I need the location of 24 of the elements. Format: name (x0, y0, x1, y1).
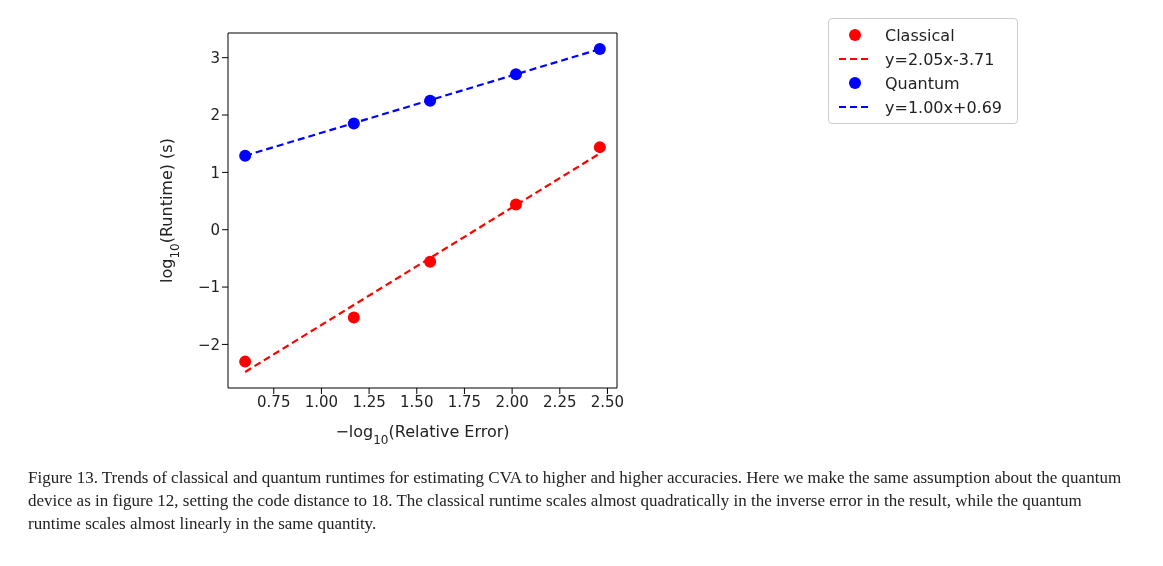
legend-label: y=1.00x+0.69 (885, 97, 1002, 117)
caption: Figure 13. Trends of classical and quantum runtimes for estimating CVA to higher and higher accuracies. Here we make the same assumption about the quantum device as in figure 12, setting the code distance to 18. The classical runtime scales almost quadratically in the inverse error in the result, while the quantum runtime scales almost linearly in the same quantity. (28, 467, 1123, 535)
y-tick-label: 1 (210, 163, 220, 182)
legend-label: Quantum (885, 73, 960, 93)
x-tick-label: 2.00 (495, 392, 529, 411)
y-tick-label: 2 (210, 106, 220, 125)
legend-label: Classical (885, 25, 955, 45)
x-tick-label: 1.50 (400, 392, 434, 411)
y-tick-label: 0 (210, 221, 220, 240)
y-tick-label: −1 (197, 278, 220, 297)
point (593, 141, 606, 154)
x-tick-label: 2.25 (543, 392, 577, 411)
x-tick-label: 1.25 (352, 392, 386, 411)
x-tick-label: 0.75 (257, 392, 291, 411)
point (593, 43, 606, 56)
x-tick-label: 2.50 (590, 392, 625, 411)
x-axis-title: −log$_{10}$(Relative Error) (335, 422, 510, 447)
legend-label: y=2.05x-3.71 (885, 49, 995, 69)
x-tick-label: 1.00 (304, 392, 339, 411)
y-tick-label: −2 (197, 335, 220, 354)
point (347, 311, 360, 324)
x-tick-label: 1.75 (447, 392, 482, 411)
y-tick-label: 3 (210, 48, 220, 67)
point (239, 355, 252, 368)
